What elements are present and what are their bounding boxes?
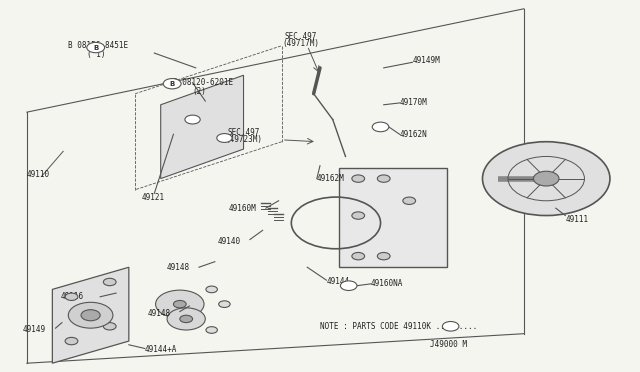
Circle shape: [352, 175, 365, 182]
Circle shape: [103, 278, 116, 286]
Text: (2): (2): [193, 87, 207, 96]
Text: 49160NA: 49160NA: [371, 279, 403, 288]
Text: 49110: 49110: [27, 170, 50, 179]
Circle shape: [352, 212, 365, 219]
Text: 49148: 49148: [166, 263, 189, 272]
Text: SEC.497: SEC.497: [285, 32, 317, 41]
Circle shape: [180, 315, 193, 323]
Polygon shape: [52, 267, 129, 363]
Text: NOTE : PARTS CODE 49110K .........: NOTE : PARTS CODE 49110K .........: [320, 322, 477, 331]
Circle shape: [483, 142, 610, 215]
Text: 49148: 49148: [147, 309, 170, 318]
Text: (49717M): (49717M): [282, 39, 319, 48]
Circle shape: [442, 321, 459, 331]
Circle shape: [185, 115, 200, 124]
Circle shape: [206, 286, 218, 293]
Circle shape: [352, 253, 365, 260]
Circle shape: [217, 134, 232, 142]
Circle shape: [378, 175, 390, 182]
Circle shape: [206, 327, 218, 333]
Text: 49140: 49140: [217, 237, 241, 246]
Circle shape: [372, 122, 389, 132]
Text: 49162M: 49162M: [317, 174, 344, 183]
Text: B 08156-8451E: B 08156-8451E: [68, 41, 129, 50]
Circle shape: [534, 171, 559, 186]
Text: (49723M): (49723M): [225, 135, 262, 144]
Circle shape: [403, 197, 415, 205]
Circle shape: [340, 281, 357, 291]
Circle shape: [167, 308, 205, 330]
Text: 49144: 49144: [326, 278, 349, 286]
Text: 49162N: 49162N: [399, 130, 428, 139]
Text: ( 1): ( 1): [88, 51, 106, 60]
Circle shape: [156, 290, 204, 318]
Text: 49149M: 49149M: [412, 56, 440, 65]
Text: SEC.497: SEC.497: [227, 128, 260, 137]
Circle shape: [378, 253, 390, 260]
Text: 49149: 49149: [23, 326, 46, 334]
Text: J49000 M: J49000 M: [429, 340, 467, 349]
Polygon shape: [161, 75, 244, 179]
Circle shape: [87, 42, 104, 53]
Text: B 08120-6201E: B 08120-6201E: [173, 78, 234, 87]
Circle shape: [65, 337, 78, 345]
Text: B: B: [170, 81, 175, 87]
Text: 49111: 49111: [565, 215, 588, 224]
Text: B: B: [93, 45, 99, 51]
Polygon shape: [339, 167, 447, 267]
Text: 49170M: 49170M: [399, 98, 428, 107]
Circle shape: [173, 301, 186, 308]
Circle shape: [65, 293, 78, 301]
Text: 49121: 49121: [141, 193, 164, 202]
Text: 49160M: 49160M: [228, 203, 256, 213]
Circle shape: [81, 310, 100, 321]
Text: 49116: 49116: [61, 292, 84, 301]
Circle shape: [68, 302, 113, 328]
Circle shape: [219, 301, 230, 308]
Text: 49144+A: 49144+A: [145, 345, 177, 354]
Circle shape: [103, 323, 116, 330]
Circle shape: [163, 78, 181, 89]
